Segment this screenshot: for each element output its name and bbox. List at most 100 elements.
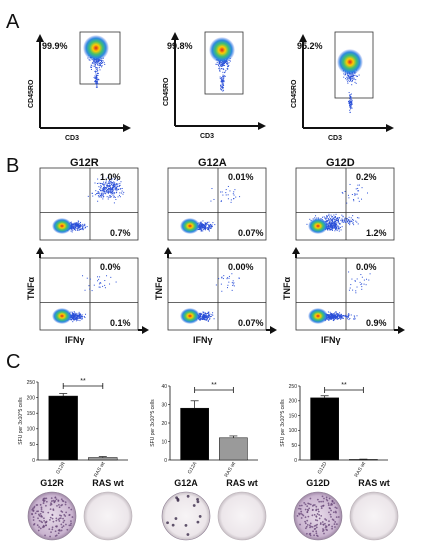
event-dot: [221, 81, 223, 83]
event-dot: [350, 97, 352, 99]
event-dot: [103, 191, 105, 193]
event-dot: [220, 191, 222, 193]
event-dot: [335, 313, 337, 315]
event-dot: [95, 83, 97, 85]
event-dot: [223, 80, 225, 82]
event-dot: [109, 184, 111, 186]
event-dot: [339, 223, 341, 225]
event-dot: [351, 278, 353, 280]
density-core: [52, 308, 72, 324]
event-dot: [343, 315, 345, 317]
event-dot: [97, 72, 99, 74]
spot: [320, 514, 323, 517]
spot: [298, 507, 300, 510]
event-dot: [353, 199, 355, 201]
event-dot: [117, 196, 119, 198]
event-dot: [98, 182, 100, 184]
event-dot: [97, 67, 99, 69]
spot: [334, 506, 337, 509]
event-dot: [365, 284, 367, 286]
event-dot: [78, 226, 80, 228]
y-tick-label: 0: [32, 458, 35, 464]
spot: [327, 524, 330, 527]
y-axis-label-tnf: TNFα: [282, 277, 292, 300]
event-dot: [104, 280, 106, 282]
event-dot: [91, 65, 93, 67]
event-dot: [327, 225, 329, 227]
event-dot: [228, 281, 230, 283]
event-dot: [350, 76, 352, 78]
event-dot: [102, 198, 104, 200]
event-dot: [212, 314, 214, 316]
spot: [49, 535, 52, 538]
upper-right-percentage: 1.0%: [100, 172, 121, 182]
event-dot: [350, 220, 352, 222]
event-dot: [120, 192, 122, 194]
event-dot: [95, 74, 97, 76]
event-dot: [327, 316, 329, 318]
event-dot: [333, 313, 335, 315]
event-dot: [221, 83, 223, 85]
event-dot: [216, 63, 218, 65]
event-dot: [346, 74, 348, 76]
spot: [315, 515, 318, 518]
y-arrow: [36, 247, 44, 254]
event-dot: [80, 225, 82, 227]
event-dot: [203, 318, 205, 320]
event-dot: [106, 186, 108, 188]
event-dot: [223, 65, 225, 67]
upper-right-percentage: 0.0%: [100, 262, 121, 272]
spot: [45, 524, 47, 527]
spot: [319, 523, 322, 526]
event-dot: [210, 200, 212, 202]
x-category-label: G12R: [55, 461, 67, 476]
event-dot: [235, 196, 237, 198]
event-dot: [106, 275, 108, 277]
event-dot: [332, 217, 334, 219]
event-dot: [227, 66, 229, 68]
event-dot: [201, 222, 203, 224]
event-dot: [354, 280, 356, 282]
event-dot: [226, 64, 228, 66]
event-dot: [84, 227, 86, 229]
event-dot: [343, 76, 345, 78]
event-dot: [219, 70, 221, 72]
spot: [50, 497, 53, 500]
event-dot: [229, 60, 231, 62]
event-dot: [356, 221, 358, 223]
x-category-label: G12A: [187, 460, 199, 475]
event-dot: [351, 194, 353, 196]
event-dot: [348, 100, 350, 102]
flow-plot-a-3-x-arrow: [386, 124, 394, 132]
spot: [313, 525, 316, 527]
event-dot: [72, 318, 74, 320]
event-dot: [221, 68, 223, 70]
event-dot: [78, 223, 80, 225]
event-dot: [76, 228, 78, 230]
event-dot: [103, 188, 105, 190]
event-dot: [199, 223, 201, 225]
event-dot: [338, 314, 340, 316]
event-dot: [350, 217, 352, 219]
event-dot: [201, 223, 203, 225]
event-dot: [98, 186, 100, 188]
event-dot: [74, 318, 76, 320]
event-dot: [79, 320, 81, 322]
event-dot: [212, 222, 214, 224]
event-dot: [111, 188, 113, 190]
spot: [42, 502, 45, 505]
x-axis-label: CD3: [65, 135, 79, 142]
density-core: [308, 308, 328, 324]
event-dot: [350, 107, 352, 109]
event-dot: [94, 194, 96, 196]
event-dot: [358, 74, 360, 76]
spot: [51, 528, 54, 531]
event-dot: [335, 213, 337, 215]
event-dot: [100, 65, 102, 67]
event-dot: [82, 223, 84, 225]
event-dot: [349, 183, 351, 185]
event-dot: [211, 188, 213, 190]
gate-percentage: 99.9%: [42, 41, 68, 51]
event-dot: [79, 316, 81, 318]
event-dot: [101, 193, 103, 195]
